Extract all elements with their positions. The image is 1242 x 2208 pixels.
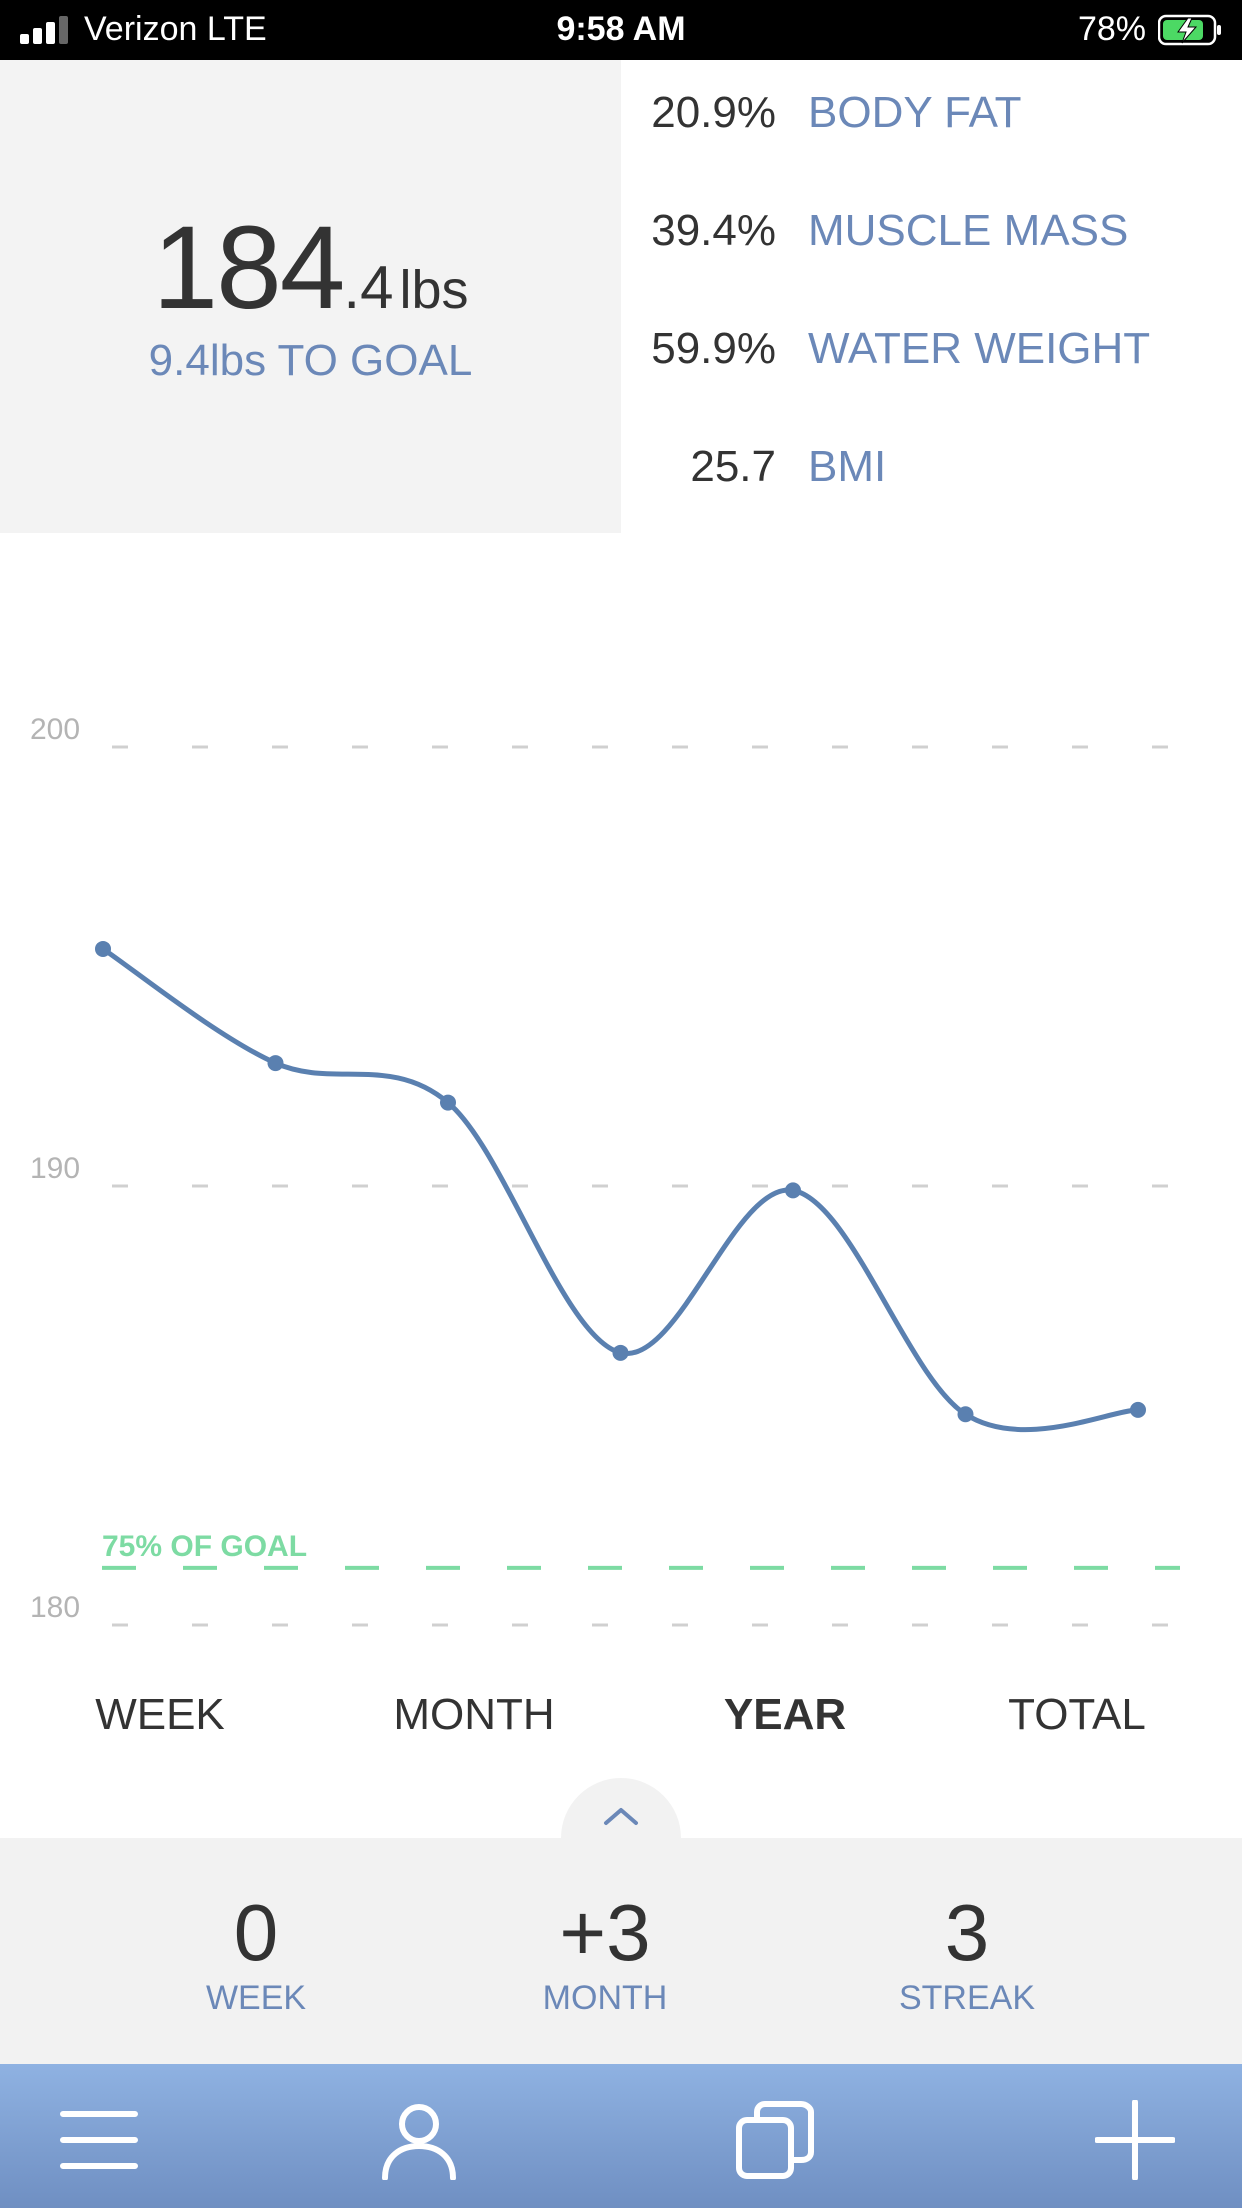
to-goal-text: 9.4lbs TO GOAL xyxy=(148,336,473,385)
tab-week[interactable]: WEEK xyxy=(95,1690,225,1739)
metric-label: MUSCLE MASS xyxy=(808,206,1129,255)
tab-month[interactable]: MONTH xyxy=(393,1690,555,1739)
weight-decimal: .4 xyxy=(343,254,394,321)
metric-value: 39.4% xyxy=(651,206,776,255)
y-tick-label: 180 xyxy=(30,1591,80,1624)
weight-summary-panel: 184.4 lbs 9.4lbs TO GOAL xyxy=(0,60,621,533)
metric-label: BODY FAT xyxy=(808,88,1022,137)
carrier-label: Verizon LTE xyxy=(84,10,267,48)
current-weight: 184.4 lbs xyxy=(0,200,621,336)
stat-value: 3 xyxy=(944,1888,990,1977)
stat-week: 0 WEEK xyxy=(106,1838,406,2018)
metric-bmi: 25.7 BMI xyxy=(621,442,1242,522)
battery-charging-icon xyxy=(1158,14,1221,46)
data-point xyxy=(95,940,111,957)
data-point xyxy=(440,1094,456,1111)
data-point xyxy=(957,1406,974,1423)
y-tick-label: 190 xyxy=(30,1152,80,1185)
tab-total[interactable]: TOTAL xyxy=(1008,1690,1146,1739)
stat-label: STREAK xyxy=(898,1979,1036,2017)
metric-value: 25.7 xyxy=(690,442,776,491)
goal-label: 75% OF GOAL xyxy=(102,1530,307,1563)
metric-water-weight: 59.9% WATER WEIGHT xyxy=(621,324,1242,404)
bottom-tab-bar xyxy=(0,2064,1242,2208)
data-point xyxy=(1130,1401,1146,1418)
data-point xyxy=(785,1182,801,1199)
add-icon[interactable] xyxy=(1095,2100,1175,2180)
stat-label: WEEK xyxy=(205,1979,307,2017)
stat-month: +3 MONTH xyxy=(455,1838,755,2018)
metric-muscle-mass: 39.4% MUSCLE MASS xyxy=(621,206,1242,286)
stat-streak: 3 STREAK xyxy=(817,1838,1117,2018)
clock: 9:58 AM xyxy=(556,10,686,48)
weight-chart: 200 190 180 75% OF GOAL xyxy=(30,713,1180,1627)
stats-summary: 0 WEEK +3 MONTH 3 STREAK xyxy=(0,1838,1242,2064)
tab-year[interactable]: YEAR xyxy=(723,1690,847,1739)
profile-icon[interactable] xyxy=(379,2100,459,2180)
data-point xyxy=(612,1344,629,1361)
metric-label: WATER WEIGHT xyxy=(808,324,1151,373)
copy-icon[interactable] xyxy=(735,2100,815,2180)
stat-value: 0 xyxy=(233,1888,279,1977)
y-tick-label: 200 xyxy=(30,713,80,746)
metric-body-fat: 20.9% BODY FAT xyxy=(621,88,1242,168)
battery-percent: 78% xyxy=(1077,10,1146,48)
stat-value: +3 xyxy=(559,1888,651,1977)
weight-unit: lbs xyxy=(399,260,469,320)
metric-value: 59.9% xyxy=(651,324,776,373)
menu-icon[interactable] xyxy=(59,2100,139,2180)
signal-icon xyxy=(20,16,72,44)
metric-label: BMI xyxy=(808,442,887,491)
weight-integer: 184 xyxy=(152,202,346,334)
status-bar: Verizon LTE 9:58 AM 78% xyxy=(0,0,1242,60)
chevron-up-icon xyxy=(604,1808,638,1825)
data-point xyxy=(267,1055,284,1072)
metric-value: 20.9% xyxy=(651,88,776,137)
stat-label: MONTH xyxy=(542,1979,668,2017)
